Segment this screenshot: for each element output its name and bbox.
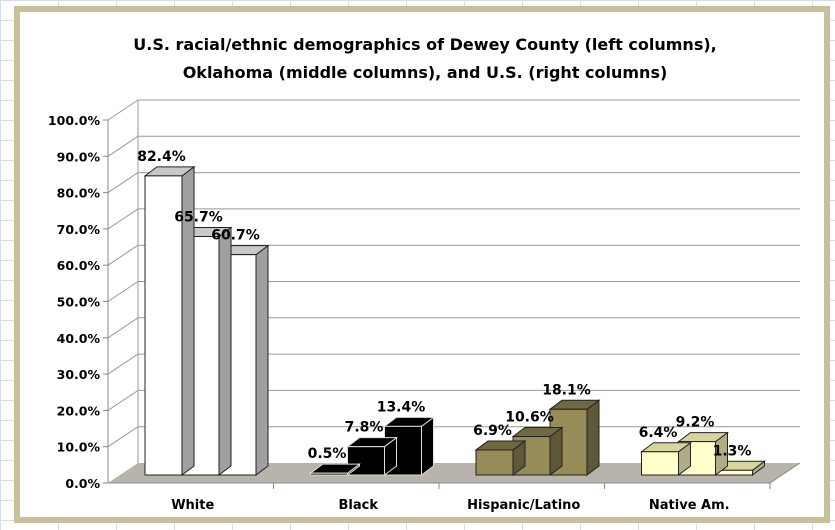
data-label: 9.2% — [676, 415, 715, 431]
category-label-hispanic-latino: Hispanic/Latino — [467, 498, 580, 513]
y-tick-label: 70.0% — [57, 222, 101, 237]
gridline-side — [107, 281, 139, 302]
bar-side — [255, 244, 269, 476]
chart-title-line-2: Oklahoma (middle columns), and U.S. (rig… — [183, 63, 668, 82]
gridline-side — [107, 389, 139, 411]
bar — [511, 426, 564, 476]
bar — [474, 439, 527, 476]
data-label: 13.4% — [377, 399, 426, 415]
gridline-side — [107, 426, 139, 448]
y-tick-label: 0.0% — [65, 476, 100, 491]
gridline-side — [107, 99, 139, 121]
chart-title-line-1: U.S. racial/ethnic demographics of Dewey… — [133, 35, 716, 54]
gridline-side — [107, 208, 139, 230]
data-label: 18.1% — [542, 382, 591, 398]
y-tick-label: 60.0% — [57, 258, 101, 273]
gridline-side — [107, 135, 139, 157]
bar-front — [310, 472, 348, 476]
y-tick-label: 40.0% — [57, 331, 101, 346]
data-label: 60.7% — [211, 228, 260, 244]
floor — [108, 463, 800, 483]
bar — [346, 436, 398, 476]
y-tick-label: 50.0% — [57, 295, 101, 310]
floor-edge — [769, 462, 801, 484]
bar — [309, 463, 361, 476]
y-tick-label: 20.0% — [57, 403, 101, 418]
bar-side — [421, 416, 434, 476]
gridline-side — [107, 244, 139, 266]
data-label: 1.3% — [713, 443, 752, 459]
data-label: 7.8% — [345, 420, 384, 436]
data-label: 6.9% — [473, 423, 512, 439]
data-label: 6.4% — [639, 425, 678, 441]
gridline-side — [107, 317, 139, 339]
gridline-side — [107, 172, 139, 194]
y-tick-label: 90.0% — [57, 149, 101, 164]
bar — [640, 441, 692, 476]
y-tick-label: 80.0% — [57, 186, 101, 201]
data-label: 65.7% — [174, 210, 223, 226]
bar-side — [586, 399, 600, 476]
y-tick-label: 100.0% — [48, 113, 101, 128]
bar-front — [475, 449, 514, 476]
data-label: 82.4% — [137, 149, 186, 165]
gridline-side — [107, 353, 139, 375]
category-label-white: White — [171, 498, 214, 513]
data-label: 0.5% — [308, 446, 347, 462]
data-label: 10.6% — [505, 410, 554, 426]
bar-front — [144, 175, 183, 476]
bar — [143, 165, 196, 476]
bar-side — [218, 226, 232, 476]
bar-front — [641, 451, 679, 476]
y-tick-label: 10.0% — [57, 440, 101, 455]
category-label-black: Black — [339, 498, 379, 513]
y-tick-label: 30.0% — [57, 367, 101, 382]
category-label-native-am-: Native Am. — [649, 498, 730, 513]
